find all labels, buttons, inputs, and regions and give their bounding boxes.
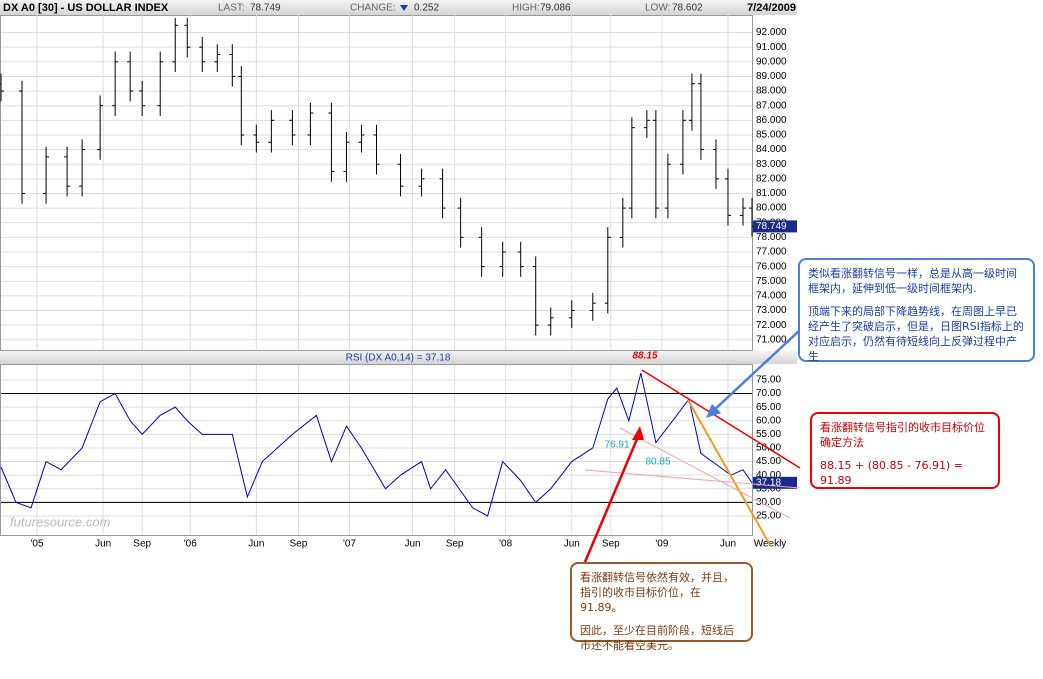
note-text: 看涨翻转信号指引的收市目标价位确定方法: [820, 421, 985, 449]
y-tick-label: 90.000: [756, 56, 787, 67]
rsi-title: RSI (DX A0,14) = 37.18: [346, 353, 451, 364]
x-tick-label: Jun: [564, 539, 580, 550]
note-red: 看涨翻转信号指引的收市目标价位确定方法 88.15 + (80.85 - 76.…: [810, 412, 1000, 489]
last-label: LAST:: [218, 3, 245, 14]
x-tick-label: '05: [31, 539, 44, 550]
low-value: 78.602: [672, 3, 703, 14]
y-tick-label: 75.000: [756, 276, 787, 287]
x-tick-label: Sep: [602, 539, 620, 550]
y-tick-label: 80.000: [756, 203, 787, 214]
y-tick-label: 84.000: [756, 144, 787, 155]
last-box-label: 78.749: [756, 221, 787, 232]
y-tick-label: 65.00: [756, 402, 781, 413]
x-tick-label: Jun: [95, 539, 111, 550]
y-tick-label: 70.00: [756, 388, 781, 399]
x-tick-label: Jun: [404, 539, 420, 550]
y-tick-label: 72.000: [756, 320, 787, 331]
y-tick-label: 25.00: [756, 511, 781, 522]
trend-line: [687, 399, 771, 546]
x-tick-label: Jun: [720, 539, 736, 550]
note-text: 顶端下来的局部下降趋势线，在周图上早已经产生了突破启示，但是，日图RSI指标上的…: [808, 305, 1024, 363]
note-text: 类似看涨翻转信号一样，总是从高一级时间框架内，延伸到低一级时间框架内.: [808, 267, 1017, 295]
annotation: 80.85: [645, 457, 670, 468]
x-tick-label: Sep: [133, 539, 151, 550]
change-value: 0.252: [414, 3, 439, 14]
rsi-panel: [0, 364, 753, 536]
watermark: futuresource.com: [10, 514, 111, 529]
note-brown: 看涨翻转信号依然有效，并且，指引的收市目标价位，在91.89。 因此，至少在目前…: [570, 562, 753, 652]
arrow: [583, 431, 642, 563]
rsi-line: [0, 373, 753, 517]
x-tick-label: Sep: [289, 539, 307, 550]
y-tick-label: 82.000: [756, 173, 787, 184]
arrow-head: [706, 404, 721, 418]
note-text: 看涨翻转信号依然有效，并且，指引的收市目标价位，在91.89。: [580, 571, 734, 614]
header-title: DX A0 [30] - US DOLLAR INDEX: [3, 2, 169, 14]
note-text: 因此，至少在目前阶段，短线后市还不能看空美元。: [580, 624, 734, 652]
annotation: 88.15: [632, 351, 657, 362]
y-tick-label: 76.000: [756, 261, 787, 272]
y-tick-label: 60.00: [756, 415, 781, 426]
header-bar: [0, 0, 797, 15]
y-tick-label: 83.000: [756, 159, 787, 170]
y-tick-label: 71.000: [756, 334, 787, 345]
y-tick-label: 45.00: [756, 456, 781, 467]
y-tick-label: 86.000: [756, 115, 787, 126]
y-tick-label: 91.000: [756, 42, 787, 53]
price-panel: [0, 15, 753, 351]
x-tick-label: '07: [343, 539, 356, 550]
last-box: [753, 476, 797, 489]
arrow: [711, 329, 801, 413]
y-tick-label: 40.00: [756, 470, 781, 481]
last-value: 78.749: [250, 3, 281, 14]
y-tick-label: 85.000: [756, 130, 787, 141]
y-tick-label: 73.000: [756, 305, 787, 316]
y-tick-label: 88.000: [756, 86, 787, 97]
y-tick-label: 87.000: [756, 100, 787, 111]
x-tick-label: '08: [499, 539, 512, 550]
change-label: CHANGE:: [350, 3, 396, 14]
x-tick-label: Jun: [248, 539, 264, 550]
y-tick-label: 55.00: [756, 429, 781, 440]
y-tick-label: 35.00: [756, 483, 781, 494]
y-tick-label: 92.000: [756, 27, 787, 38]
y-tick-label: 89.000: [756, 71, 787, 82]
trend-line: [641, 369, 801, 469]
high-value: 79.086: [540, 3, 571, 14]
date: 7/24/2009: [747, 2, 796, 14]
pink-line: [619, 427, 791, 519]
note-text: 88.15 + (80.85 - 76.91) = 91.89: [820, 459, 963, 487]
rsi-header: [0, 351, 797, 364]
x-tick-label: Sep: [446, 539, 464, 550]
y-tick-label: 81.000: [756, 188, 787, 199]
y-tick-label: 77.000: [756, 247, 787, 258]
last-box: [753, 220, 797, 233]
note-blue: 类似看涨翻转信号一样，总是从高一级时间框架内，延伸到低一级时间框架内. 顶端下来…: [798, 258, 1035, 363]
y-tick-label: 30.00: [756, 497, 781, 508]
annotation: 76.91: [604, 440, 629, 451]
x-tick-label: '09: [655, 539, 668, 550]
down-arrow: [400, 5, 408, 11]
y-tick-label: 78.000: [756, 232, 787, 243]
x-tick-label: '06: [184, 539, 197, 550]
high-label: HIGH:: [512, 3, 540, 14]
last-box-label: 37.18: [756, 477, 781, 488]
low-label: LOW:: [645, 3, 670, 14]
y-tick-label: 75.00: [756, 375, 781, 386]
arrow-head: [632, 426, 644, 440]
y-tick-label: 74.000: [756, 291, 787, 302]
pink-line: [584, 469, 801, 489]
